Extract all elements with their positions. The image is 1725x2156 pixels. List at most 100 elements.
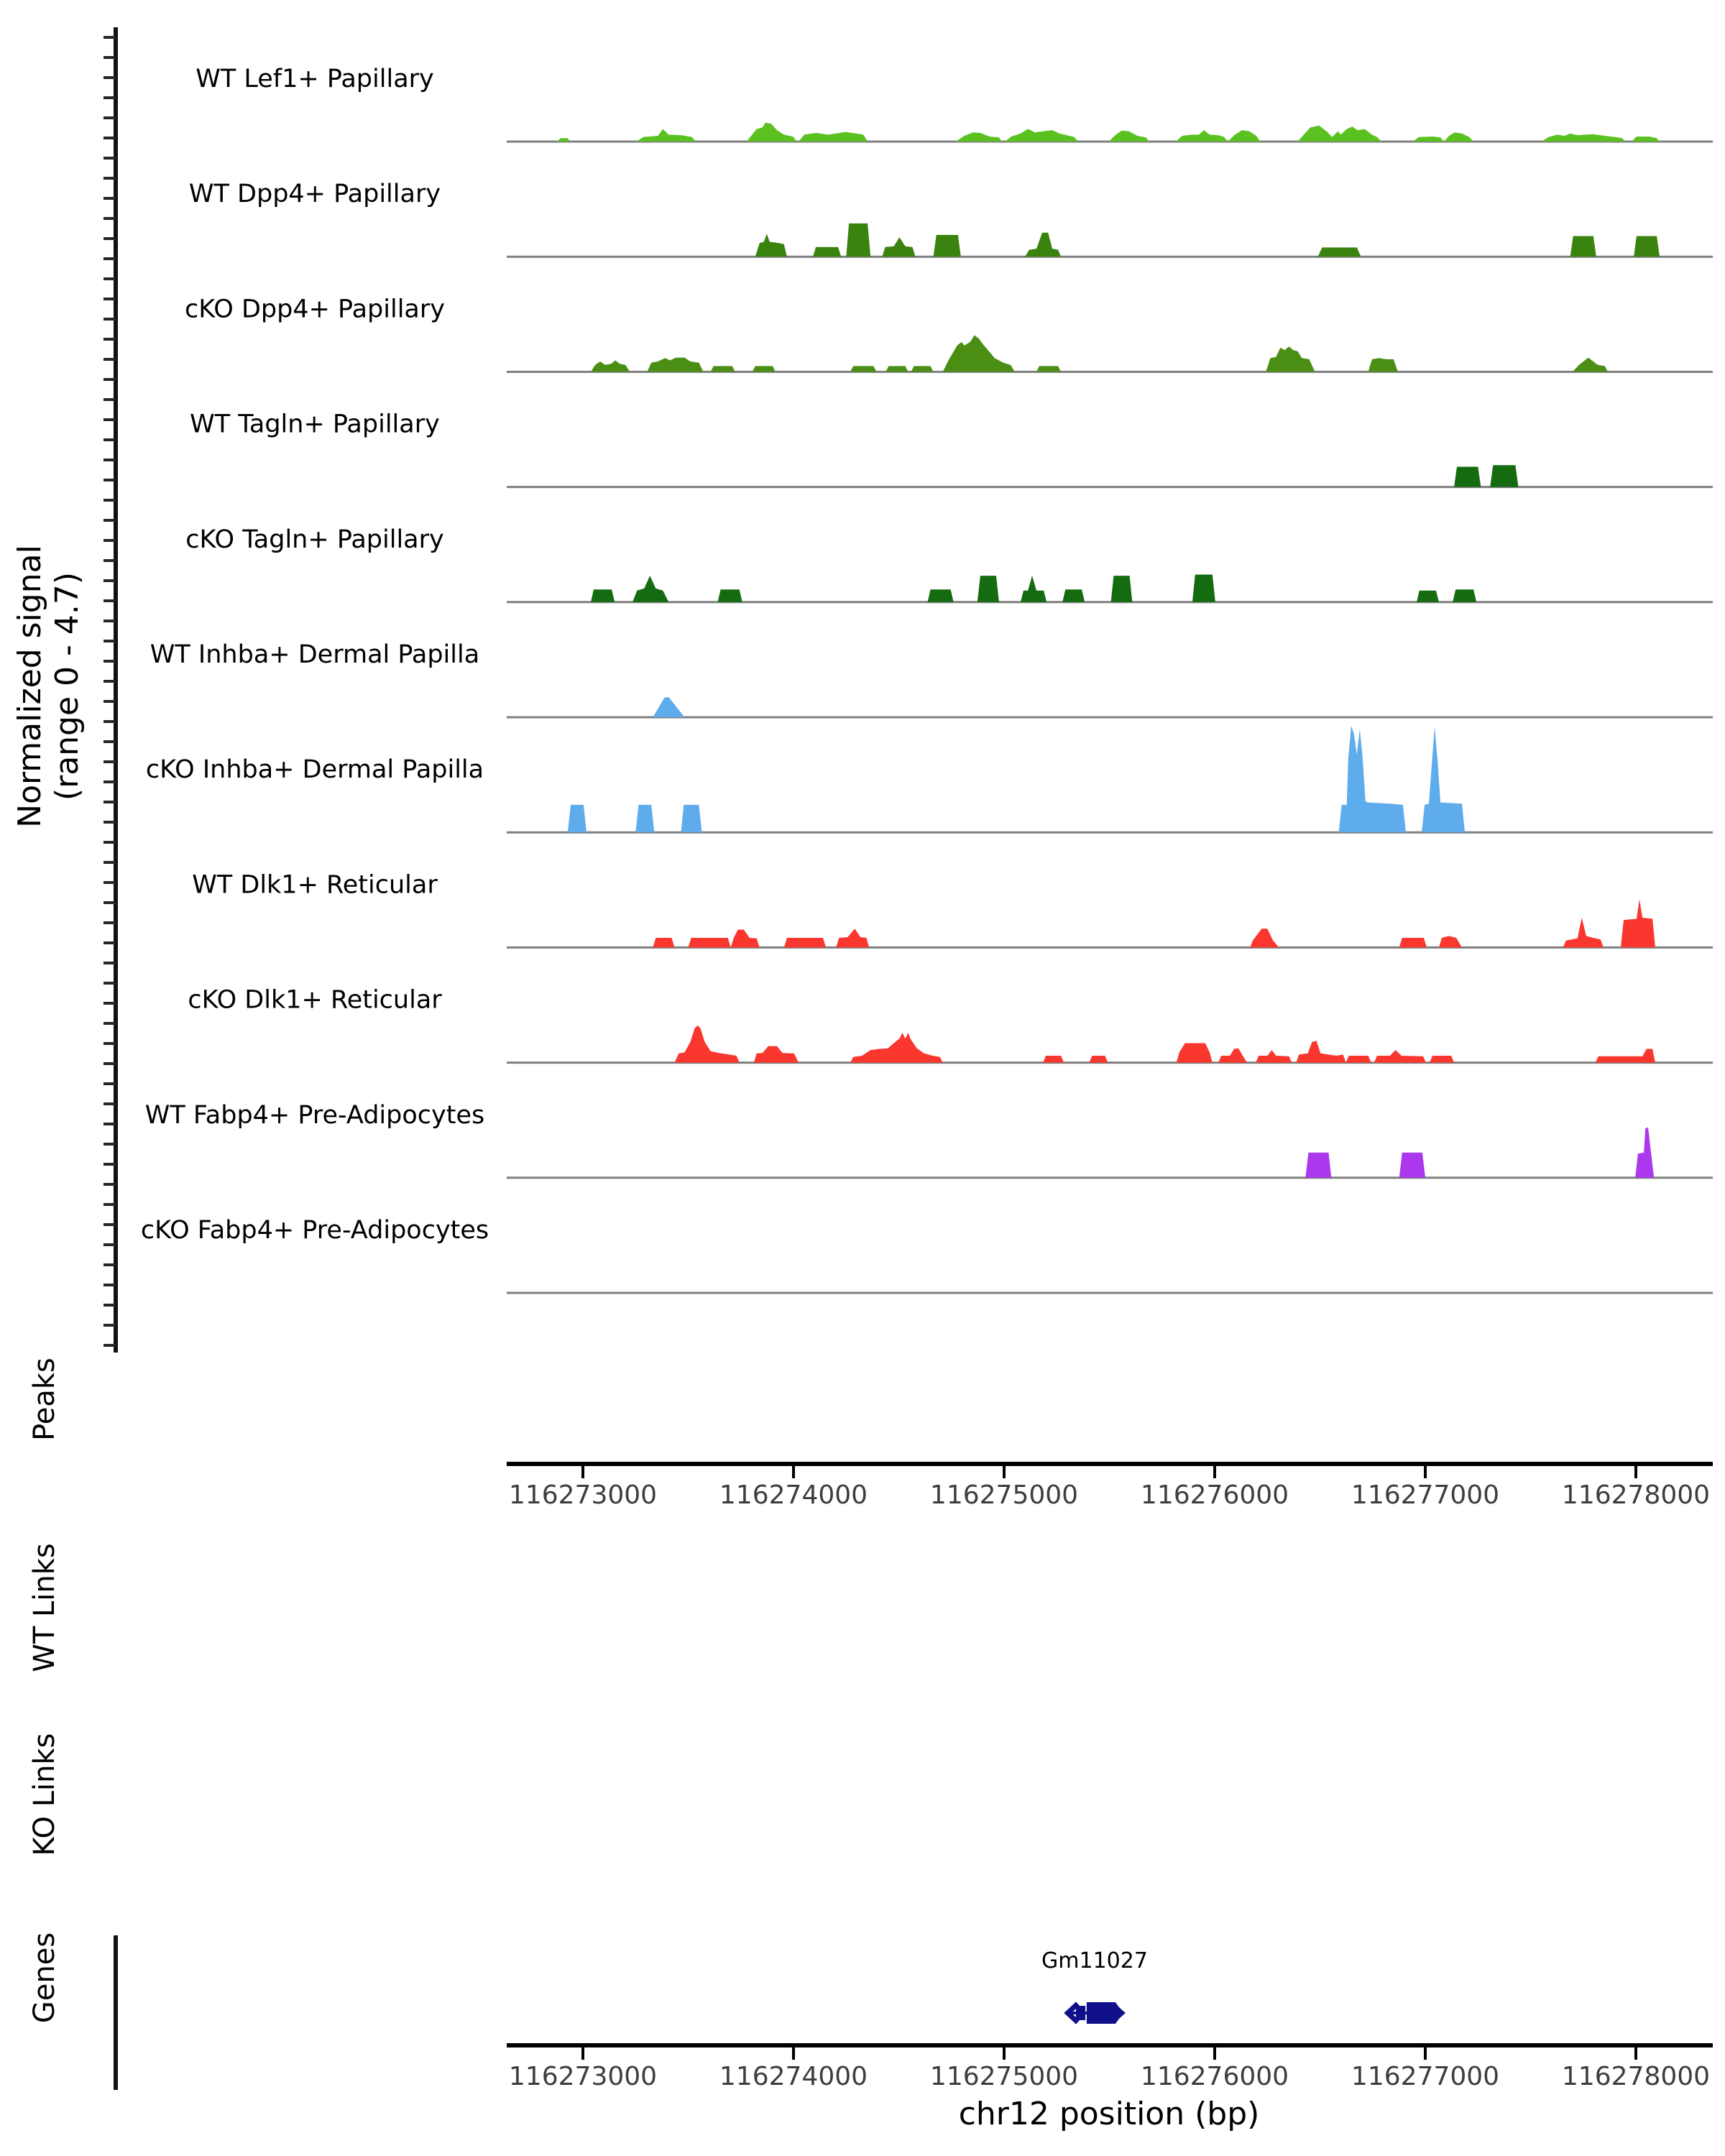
track-peak-area (942, 335, 1015, 372)
track-peak-area (1317, 247, 1361, 257)
genes-axis-tick-label: 116277000 (1351, 2062, 1499, 2091)
track-peak-area (1412, 132, 1474, 142)
track-peak-area (1439, 936, 1462, 948)
gene-exon-box (1086, 2002, 1126, 2024)
track-peak-area (591, 589, 615, 602)
peaks-axis-tick-label: 116273000 (509, 1480, 657, 1510)
track-peak-area (1025, 232, 1062, 257)
track-peak-area (753, 1046, 799, 1063)
track-peak-area (850, 366, 877, 372)
track-peak-area (1218, 1048, 1248, 1063)
track-peak-area (1266, 346, 1315, 372)
track-peak-area (1453, 589, 1477, 602)
track-peak-area (1192, 574, 1215, 602)
track-peak-area (653, 938, 675, 948)
track-peak-area (1004, 129, 1079, 142)
track-peak-area (1595, 1049, 1655, 1063)
track-peak-area (1346, 1056, 1371, 1063)
track-peak-area (1429, 1056, 1455, 1063)
track-peak-area (933, 234, 961, 257)
peaks-axis-tick-label: 116276000 (1141, 1480, 1289, 1510)
track-peak-area (1399, 938, 1427, 948)
track-peak-area (1296, 1041, 1346, 1063)
track-peak-area (1541, 133, 1626, 142)
track-peak-area (886, 366, 908, 372)
track-peak-area (1043, 1056, 1064, 1063)
track-peak-area (1036, 366, 1062, 372)
track-peak-area (636, 129, 696, 142)
track-label: cKO Dpp4+ Papillary (185, 295, 445, 323)
track-peak-area (1110, 576, 1133, 602)
track-peak-area (911, 366, 934, 372)
track-peak-area (1563, 917, 1604, 948)
track-peak-area (1490, 465, 1519, 487)
genes-axis-tick-label: 116278000 (1562, 2062, 1710, 2091)
peaks-axis-tick-label: 116275000 (930, 1480, 1078, 1510)
peaks-axis-tick-label: 116274000 (719, 1480, 868, 1510)
track-peak-area (755, 234, 787, 257)
gene-utr-box (1075, 2006, 1086, 2020)
track-peak-area (1422, 727, 1466, 833)
track-peak-area (927, 589, 954, 602)
track-peak-area (674, 1025, 740, 1063)
track-peak-area (1399, 1152, 1425, 1178)
track-peak-area (846, 223, 871, 257)
track-peak-area (1572, 357, 1608, 372)
track-peak-area (717, 589, 742, 602)
track-label: WT Lef1+ Papillary (196, 65, 434, 93)
track-peak-area (882, 237, 916, 257)
track-peak-area (783, 938, 827, 948)
track-peak-area (632, 576, 669, 602)
track-peak-area (681, 804, 702, 833)
track-label: cKO Fabp4+ Pre-Adipocytes (141, 1216, 489, 1245)
track-peak-area (955, 132, 1002, 142)
track-peak-area (1620, 899, 1655, 948)
track-peak-area (1062, 589, 1085, 602)
track-peak-area (635, 804, 655, 833)
track-label: cKO Dlk1+ Reticular (188, 986, 442, 1015)
track-label: WT Inhba+ Dermal Papilla (150, 640, 479, 669)
track-label: WT Dlk1+ Reticular (192, 870, 438, 899)
track-peak-area (1256, 1050, 1292, 1063)
track-peak-area (1417, 590, 1439, 602)
gene-name-label: Gm11027 (1041, 1948, 1148, 1973)
x-axis-title: chr12 position (bp) (958, 2096, 1260, 2132)
gene-strand-arrow-icon (1064, 2001, 1080, 2024)
track-peak-area (710, 366, 735, 372)
track-peak-area (1374, 1050, 1426, 1063)
track-peak-area (1250, 929, 1279, 948)
track-peak-area (1368, 358, 1398, 372)
track-label: WT Fabp4+ Pre-Adipocytes (145, 1101, 484, 1130)
track-peak-area (850, 1033, 943, 1063)
track-peak-area (752, 366, 776, 372)
track-peak-area (653, 696, 685, 717)
track-peak-area (567, 804, 586, 833)
genes-axis-tick-label: 116276000 (1141, 2062, 1289, 2091)
track-label: WT Dpp4+ Papillary (189, 180, 441, 208)
peaks-axis-tick-label: 116278000 (1562, 1480, 1710, 1510)
track-peak-area (977, 576, 999, 602)
track-label: cKO Tagln+ Papillary (185, 525, 444, 554)
track-peak-area (1635, 1127, 1655, 1178)
track-peak-area (1228, 130, 1261, 142)
track-peak-area (1454, 466, 1481, 487)
track-peak-area (799, 132, 868, 142)
genes-axis-tick-label: 116275000 (930, 2062, 1078, 2091)
track-peak-area (1089, 1056, 1108, 1063)
peaks-axis-tick-label: 116277000 (1351, 1480, 1499, 1510)
track-peak-area (688, 938, 731, 948)
track-peak-area (1634, 236, 1660, 257)
genes-axis-tick-label: 116274000 (719, 2062, 868, 2091)
track-peak-area (746, 122, 797, 142)
track-peak-area (836, 929, 870, 948)
track-peak-area (1176, 1043, 1213, 1063)
track-peak-area (591, 360, 630, 372)
track-peak-area (730, 929, 760, 948)
track-peak-area (1570, 236, 1596, 257)
track-label: WT Tagln+ Papillary (190, 410, 440, 439)
track-label: cKO Inhba+ Dermal Papilla (146, 755, 484, 784)
track-peak-area (1020, 576, 1047, 602)
track-peak-area (813, 247, 842, 257)
